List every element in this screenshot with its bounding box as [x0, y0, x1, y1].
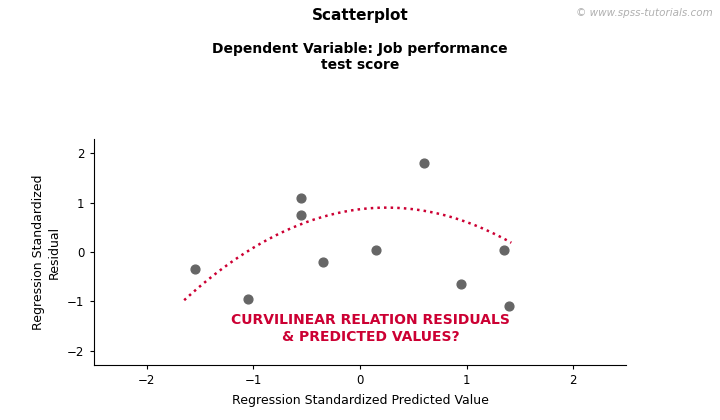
- Point: [456, 281, 467, 287]
- Point: [296, 212, 307, 218]
- Point: [243, 296, 254, 302]
- X-axis label: Regression Standardized Predicted Value: Regression Standardized Predicted Value: [232, 394, 488, 407]
- Point: [370, 246, 382, 253]
- Point: [317, 258, 328, 265]
- Point: [418, 160, 430, 167]
- Point: [498, 246, 510, 253]
- Point: [189, 266, 201, 273]
- Text: CURVILINEAR RELATION RESIDUALS
& PREDICTED VALUES?: CURVILINEAR RELATION RESIDUALS & PREDICT…: [231, 313, 510, 344]
- Point: [296, 194, 307, 201]
- Y-axis label: Regression Standardized
Residual: Regression Standardized Residual: [32, 174, 60, 330]
- Text: Dependent Variable: Job performance
test score: Dependent Variable: Job performance test…: [212, 42, 508, 72]
- Point: [503, 303, 515, 310]
- Text: © www.spss-tutorials.com: © www.spss-tutorials.com: [576, 8, 713, 18]
- Text: Scatterplot: Scatterplot: [312, 8, 408, 24]
